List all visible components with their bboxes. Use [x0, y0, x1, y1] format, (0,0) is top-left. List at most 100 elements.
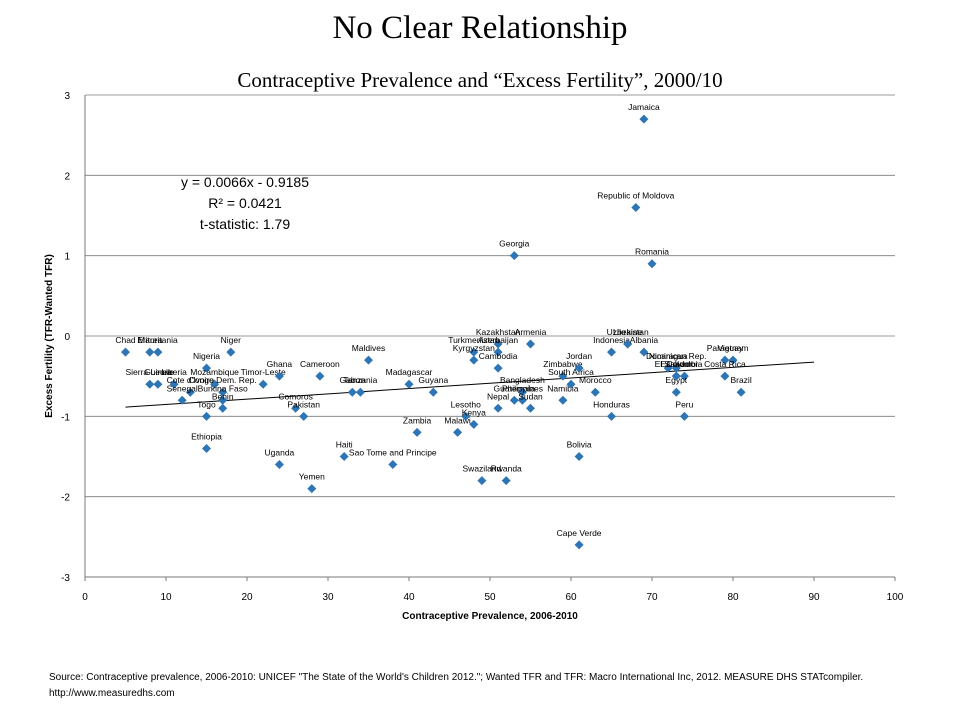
r-squared: R² = 0.0421: [208, 195, 282, 211]
data-point: [736, 387, 746, 397]
data-point: [590, 387, 600, 397]
point-label: Jamaica: [628, 102, 660, 112]
point-label: Timor-Leste: [241, 367, 286, 377]
point-label: Albania: [630, 335, 659, 345]
point-label: El Salvador: [655, 359, 699, 369]
x-axis-title: Contraceptive Prevalence, 2006-2010: [402, 611, 578, 622]
point-label: Nepal: [487, 391, 509, 401]
point-label: Guyana: [418, 375, 448, 385]
data-point: [501, 476, 511, 486]
data-point: [145, 379, 155, 389]
data-point: [218, 387, 228, 397]
data-point: [517, 395, 527, 405]
data-point: [623, 339, 633, 349]
data-point: [558, 395, 568, 405]
x-tick-label: 0: [82, 592, 88, 603]
data-point: [639, 347, 649, 357]
x-tick-label: 80: [727, 592, 739, 603]
data-point: [355, 387, 365, 397]
point-label: Ukraine: [613, 327, 643, 337]
point-label: Chad: [115, 335, 136, 345]
point-label: Cameroon: [300, 359, 340, 369]
data-point: [274, 460, 284, 470]
data-point: [493, 347, 503, 357]
point-label: Cambodia: [479, 351, 518, 361]
data-point: [388, 460, 398, 470]
data-point: [347, 387, 357, 397]
data-point: [291, 403, 301, 413]
point-label: Senegal: [167, 383, 198, 393]
point-label: Uzbekistan: [607, 327, 649, 337]
data-point: [647, 259, 657, 269]
data-point: [453, 427, 463, 437]
data-point: [526, 339, 535, 349]
point-label: Niger: [221, 335, 241, 345]
point-label: Georgia: [499, 239, 530, 249]
data-point: [469, 347, 479, 357]
x-tick-label: 60: [565, 592, 577, 603]
point-label: Congo Dem. Rep.: [189, 375, 257, 385]
point-label: Ghana: [267, 359, 293, 369]
data-point: [315, 371, 325, 381]
x-tick-label: 90: [808, 592, 820, 603]
point-label: Colombia: [666, 359, 702, 369]
y-tick-label: 0: [64, 332, 70, 343]
data-point: [671, 363, 681, 373]
data-point: [299, 411, 309, 421]
point-label: Namibia: [547, 383, 578, 393]
y-tick-label: 3: [64, 91, 70, 102]
point-label: Haiti: [336, 440, 353, 450]
chart-title: No Clear Relationship: [332, 10, 628, 46]
point-label: Bolivia: [567, 440, 592, 450]
data-point: [202, 363, 211, 373]
data-point: [493, 339, 503, 349]
data-point: [574, 452, 584, 461]
data-point: [663, 363, 673, 373]
data-point: [720, 355, 730, 365]
point-label: Mauritania: [138, 335, 178, 345]
data-point: [364, 355, 373, 365]
data-point: [121, 347, 130, 357]
point-label: Tanzania: [343, 375, 377, 385]
y-tick-label: -2: [61, 493, 70, 504]
data-point: [509, 251, 519, 261]
y-tick-label: 2: [64, 171, 70, 182]
point-label: Togo: [197, 399, 216, 409]
data-point: [671, 371, 681, 381]
data-point: [258, 379, 268, 389]
point-label: Comoros: [278, 391, 312, 401]
data-point: [202, 443, 211, 453]
data-point: [679, 371, 689, 381]
point-label: Azerbaijan: [478, 335, 518, 345]
point-label: Armenia: [515, 327, 547, 337]
x-tick-label: 70: [646, 592, 658, 603]
point-label: Bangladesh: [500, 375, 545, 385]
source-note: Source: Contraceptive prevalence, 2006-2…: [49, 672, 864, 699]
point-label: Jordan: [566, 351, 592, 361]
regression-stats: y = 0.0066x - 0.9185 R² = 0.0421 t-stati…: [150, 172, 340, 235]
x-tick-label: 20: [241, 592, 253, 603]
point-label: Nicaragua: [649, 351, 688, 361]
data-point: [517, 387, 527, 397]
point-label: South Africa: [548, 367, 594, 377]
y-axis-title: Excess Fertility (TFR-Wanted TFR): [44, 254, 55, 418]
point-label: Dominican Rep.: [646, 351, 706, 361]
data-point: [177, 395, 187, 405]
data-point: [461, 411, 471, 421]
data-point: [218, 403, 228, 413]
point-label: Ethiopia: [191, 431, 222, 441]
y-tick-label: 1: [64, 252, 70, 263]
data-point: [153, 379, 163, 389]
data-point: [509, 395, 519, 405]
data-point: [145, 347, 155, 357]
point-label: Peru: [675, 399, 693, 409]
data-point: [671, 387, 681, 397]
point-label: Honduras: [593, 399, 630, 409]
data-point: [679, 411, 689, 421]
point-label: Swaziland: [463, 464, 502, 474]
y-tick-label: -3: [61, 573, 70, 584]
data-point: [412, 427, 422, 437]
point-label: Brazil: [730, 375, 751, 385]
regression-equation: y = 0.0066x - 0.9185: [180, 174, 310, 190]
